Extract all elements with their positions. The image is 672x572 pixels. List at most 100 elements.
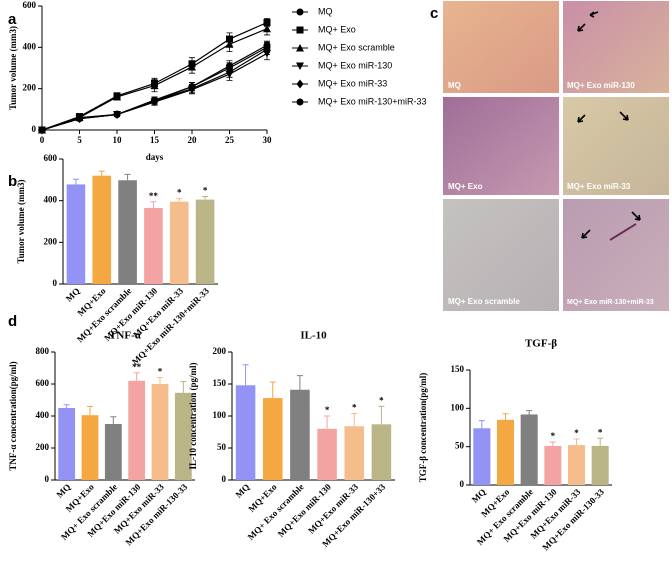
legend-label: MQ+ Exo	[318, 24, 356, 34]
y-tick-label: 50	[455, 441, 465, 451]
significance-label: **	[149, 191, 159, 201]
error-bar	[573, 438, 580, 446]
bar	[144, 207, 163, 284]
histology-image	[563, 1, 669, 93]
panel-label: d	[8, 313, 17, 330]
x-tick-label: 10	[113, 135, 123, 145]
y-tick-label: 400	[44, 195, 58, 205]
marker	[263, 24, 271, 33]
y-axis-label: Tumor volume (mm3)	[8, 26, 18, 110]
y-tick-label: 0	[32, 124, 37, 134]
bar	[128, 380, 146, 480]
bar	[317, 428, 337, 480]
bar	[496, 419, 515, 485]
image-label: MQ+ Exo	[448, 182, 483, 191]
bar	[151, 384, 169, 480]
x-tick-label: 15	[150, 135, 160, 145]
y-tick-label: 400	[36, 410, 50, 420]
panel-label: c	[430, 5, 438, 22]
marker	[226, 62, 233, 70]
y-tick-label: 600	[44, 153, 58, 163]
y-axis-label: Tumor volume (mm3)	[16, 180, 26, 264]
error-bar	[269, 381, 276, 399]
y-tick-label: 0	[53, 278, 58, 288]
marker	[150, 81, 159, 90]
marker	[188, 83, 196, 91]
y-tick-label: 800	[36, 346, 50, 356]
marker	[38, 126, 46, 134]
histology-image	[443, 97, 559, 195]
significance-label: *	[574, 428, 579, 438]
marker	[296, 44, 304, 52]
marker	[113, 92, 121, 101]
y-tick-label: 100	[213, 410, 227, 420]
y-tick-label: 200	[44, 236, 58, 246]
y-tick-label: 400	[23, 41, 37, 51]
bar	[591, 445, 609, 485]
bar	[81, 415, 99, 480]
image-label: MQ+ Exo miR-130+miR-33	[567, 299, 654, 306]
x-tick-label: 20	[188, 135, 198, 145]
bar	[169, 201, 189, 284]
y-tick-label: 0	[45, 474, 50, 484]
bar	[473, 428, 491, 485]
y-tick-label: 0	[460, 479, 465, 489]
x-tick-label: MQ	[233, 482, 251, 500]
histology-image	[563, 199, 669, 311]
error-bar	[351, 412, 358, 427]
error-bar	[324, 415, 331, 429]
error-bar	[378, 405, 385, 425]
significance-label: *	[325, 405, 330, 415]
histology-grid: MQ MQ+ Exo miR-130 MQ+ Exo MQ+ Exo miR-3…	[443, 1, 669, 311]
error-bar	[124, 173, 131, 181]
bar	[235, 385, 256, 480]
error-bar	[180, 381, 187, 393]
bar	[174, 392, 192, 480]
bar	[118, 180, 137, 284]
y-tick-label: 600	[23, 0, 37, 10]
error-bar	[157, 377, 163, 384]
error-bar	[110, 416, 117, 424]
y-tick-label: 0	[222, 474, 227, 484]
error-bar	[72, 178, 79, 185]
image-label: MQ+ Exo miR-130	[567, 81, 635, 90]
error-bar	[63, 404, 70, 408]
error-bar	[296, 375, 303, 390]
marker	[188, 62, 196, 71]
bar	[66, 184, 86, 284]
significance-label: *	[203, 186, 208, 196]
significance-label: **	[132, 362, 142, 372]
bar	[195, 199, 215, 284]
error-bar	[478, 420, 485, 429]
image-label: MQ	[448, 81, 461, 90]
bar	[544, 445, 562, 485]
significance-label: *	[551, 431, 556, 441]
x-tick-label: 30	[263, 135, 273, 145]
significance-label: *	[598, 427, 603, 437]
x-tick-label: MQ	[470, 487, 488, 505]
marker	[76, 115, 83, 123]
chart-title: TNF-α	[109, 330, 142, 342]
y-tick-label: 150	[451, 364, 465, 374]
marker	[296, 26, 304, 34]
significance-label: *	[177, 188, 182, 198]
bar	[567, 445, 586, 485]
significance-label: *	[379, 395, 384, 405]
legend-label: MQ	[318, 6, 333, 16]
y-tick-label: 200	[23, 83, 37, 93]
error-bar	[150, 201, 157, 208]
significance-label: *	[352, 403, 357, 413]
error-bar	[176, 198, 183, 202]
bar	[58, 408, 76, 480]
error-bar	[526, 410, 533, 415]
marker	[113, 111, 121, 118]
marker	[296, 98, 304, 106]
marker	[296, 62, 304, 70]
bar	[104, 424, 122, 480]
error-bar	[98, 170, 105, 176]
x-tick-label: MQ	[55, 482, 73, 500]
bar	[520, 414, 538, 485]
bar	[290, 389, 310, 480]
